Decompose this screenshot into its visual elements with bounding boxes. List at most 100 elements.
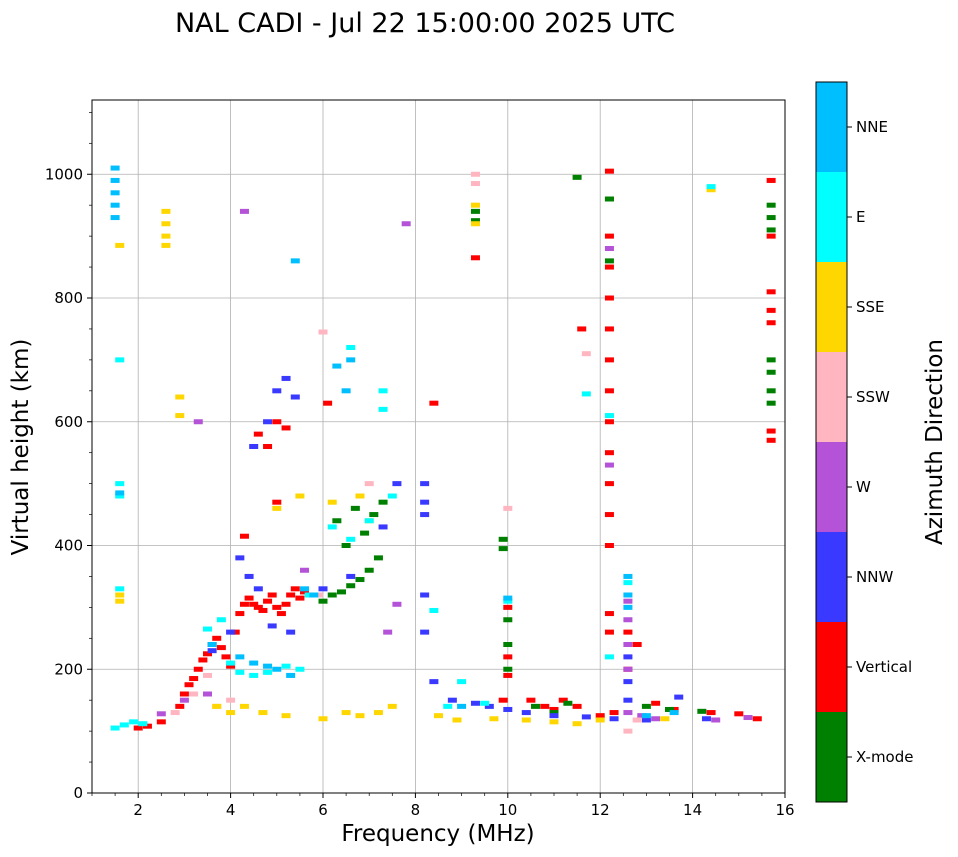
point-nnw xyxy=(244,573,254,579)
x-tick-label: 2 xyxy=(133,801,143,819)
point-vertical xyxy=(198,657,208,663)
point-x-mode xyxy=(336,589,346,595)
point-ssw xyxy=(318,329,328,335)
point-ssw xyxy=(313,592,323,598)
point-nne xyxy=(309,592,319,598)
point-w xyxy=(300,567,310,573)
gridlines xyxy=(92,100,786,794)
point-vertical xyxy=(604,543,614,548)
point-x-mode xyxy=(503,617,513,623)
point-vertical xyxy=(498,697,508,703)
point-vertical xyxy=(272,604,282,610)
point-w xyxy=(623,710,633,716)
x-axis: 2 4 6 8 10 12 14 16 xyxy=(91,793,795,819)
point-x-mode xyxy=(766,388,776,394)
point-vertical xyxy=(503,604,513,610)
point-vertical xyxy=(604,326,614,332)
point-e xyxy=(110,725,120,731)
point-vertical xyxy=(235,611,245,617)
point-vertical xyxy=(263,444,273,449)
point-sse xyxy=(258,710,268,716)
point-x-mode xyxy=(766,227,776,233)
point-nne xyxy=(641,713,651,719)
point-nnw xyxy=(420,512,430,518)
point-nnw xyxy=(623,697,633,703)
point-nne xyxy=(272,666,282,672)
point-vertical xyxy=(558,697,568,703)
point-e xyxy=(281,663,291,669)
point-vertical xyxy=(604,419,614,425)
point-vertical xyxy=(577,326,587,332)
y-axis-label: Virtual height (km) xyxy=(8,339,34,556)
point-nnw xyxy=(581,714,591,720)
point-w xyxy=(623,598,633,604)
point-sse xyxy=(549,719,559,725)
point-ssw xyxy=(503,505,513,511)
point-e xyxy=(226,660,236,666)
point-nne xyxy=(110,165,120,171)
point-nne xyxy=(341,388,351,394)
point-vertical xyxy=(133,725,143,731)
point-vertical xyxy=(253,431,263,437)
point-vertical xyxy=(258,607,268,613)
point-vertical xyxy=(766,233,776,239)
point-nne xyxy=(249,660,259,666)
point-nne xyxy=(457,703,467,709)
point-nne xyxy=(332,363,342,369)
point-vertical xyxy=(549,706,559,712)
point-vertical xyxy=(604,168,614,174)
point-vertical xyxy=(503,672,513,678)
point-vertical xyxy=(276,611,286,617)
point-w xyxy=(383,629,393,635)
point-x-mode xyxy=(346,583,356,589)
colorbar-tick-label: SSW xyxy=(856,388,890,406)
point-e xyxy=(216,617,226,623)
point-x-mode xyxy=(498,546,508,552)
point-vertical xyxy=(239,601,249,607)
point-nnw xyxy=(447,697,457,703)
point-vertical xyxy=(470,255,480,261)
point-vertical xyxy=(540,703,550,709)
x-tick-label: 4 xyxy=(226,801,236,819)
point-vertical xyxy=(604,295,614,301)
point-nne xyxy=(115,490,125,496)
point-w xyxy=(623,617,633,623)
point-nnw xyxy=(346,573,356,579)
point-nne xyxy=(110,202,120,208)
point-vertical xyxy=(604,629,614,635)
point-ssw xyxy=(623,728,633,734)
point-w xyxy=(392,601,402,607)
point-sse xyxy=(341,710,351,716)
colorbar-segment-w xyxy=(816,442,847,532)
point-ssw xyxy=(226,697,236,703)
point-e xyxy=(457,679,467,685)
point-e xyxy=(480,700,490,706)
point-x-mode xyxy=(503,642,513,647)
x-axis-label: Frequency (MHz) xyxy=(341,821,534,847)
point-x-mode xyxy=(364,567,374,573)
point-x-mode xyxy=(766,400,776,406)
plot-area xyxy=(92,100,785,793)
point-nne xyxy=(263,663,273,669)
point-vertical xyxy=(156,719,166,725)
colorbar-segment-vertical xyxy=(816,622,847,712)
point-sse xyxy=(272,505,282,511)
point-e xyxy=(263,669,273,675)
y-tick-label: 600 xyxy=(54,413,83,431)
point-w xyxy=(156,711,166,717)
chart-title: NAL CADI - Jul 22 15:00:00 2025 UTC xyxy=(175,8,675,39)
point-sse xyxy=(161,242,171,248)
point-x-mode xyxy=(360,530,370,536)
point-w xyxy=(203,691,212,697)
point-x-mode xyxy=(604,196,614,202)
point-x-mode xyxy=(470,218,480,224)
point-vertical xyxy=(244,595,254,601)
point-sse xyxy=(318,716,328,722)
point-ssw xyxy=(581,351,591,357)
point-nnw xyxy=(253,586,263,592)
point-w xyxy=(239,208,249,214)
point-vertical xyxy=(203,651,212,657)
colorbar-segment-x-mode xyxy=(816,712,847,802)
point-nne xyxy=(300,586,310,592)
point-nnw xyxy=(641,717,651,723)
